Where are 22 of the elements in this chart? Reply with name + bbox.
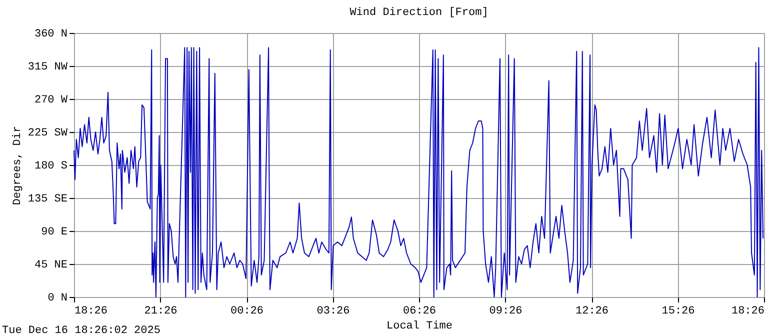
y-tick-label: 270 W <box>34 94 68 106</box>
x-axis-title: Local Time <box>386 320 453 332</box>
x-tick-label: 18:26 <box>74 306 108 318</box>
y-tick-label: 135 SE <box>28 194 68 206</box>
y-tick-label: 360 N <box>34 28 68 40</box>
x-tick-label: 15:26 <box>662 306 695 318</box>
x-tick-label: 00:26 <box>230 306 264 318</box>
y-tick-label: 0 N <box>48 292 68 304</box>
x-tick-label: 03:26 <box>316 306 350 318</box>
y-tick-label: 315 NW <box>28 62 68 74</box>
x-tick-label: 21:26 <box>144 306 178 318</box>
y-tick-label: 225 SW <box>28 128 68 140</box>
y-tick-label: 90 E <box>41 226 68 238</box>
x-tick-label: 12:26 <box>575 306 609 318</box>
x-tick-label: 06:26 <box>402 306 436 318</box>
x-tick-label: 09:26 <box>489 306 522 318</box>
text: Tue Dec 16 18:26:02 2025 <box>2 325 160 336</box>
y-tick-label: 180 S <box>34 160 68 172</box>
chart-title: Wind Direction [From] <box>350 7 488 19</box>
y-tick-label: 45 NE <box>34 260 68 272</box>
y-axis-title: Degrees, Dir <box>12 126 24 206</box>
x-tick-label: 18:26 <box>731 306 764 318</box>
